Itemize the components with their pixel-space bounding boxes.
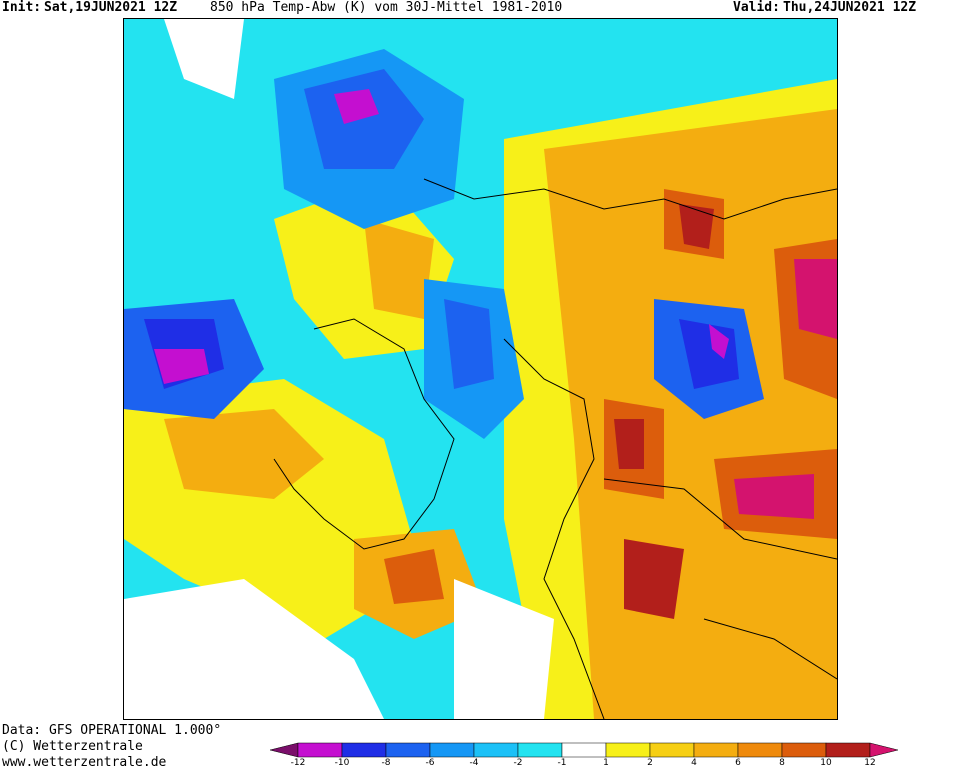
legend-tick-label: -8	[381, 758, 391, 768]
legend-tick-label: 1	[603, 758, 609, 768]
legend-swatch	[781, 742, 827, 758]
init-label: Init:	[2, 0, 42, 15]
temperature-anomaly-field	[124, 19, 837, 719]
legend-swatch	[341, 742, 387, 758]
legend-swatch	[473, 742, 519, 758]
legend-tick-label: -6	[425, 758, 435, 768]
init-datetime: Sat,19JUN2021 12Z	[44, 0, 178, 15]
website-link[interactable]: www.wetterzentrale.de	[2, 755, 167, 770]
anomaly-map	[123, 18, 838, 720]
legend-tick-label: 4	[691, 758, 697, 768]
legend-swatch	[649, 742, 695, 758]
legend-swatch	[385, 742, 431, 758]
legend-tick-label: -12	[290, 758, 306, 768]
legend-swatch	[605, 742, 651, 758]
legend-tick-label: 6	[735, 758, 741, 768]
legend-tick-label: -4	[469, 758, 479, 768]
legend-swatch-max	[869, 742, 899, 758]
legend-tick-label: 2	[647, 758, 653, 768]
data-source: Data: GFS OPERATIONAL 1.000°	[2, 723, 222, 738]
valid-datetime: Thu,24JUN2021 12Z	[783, 0, 917, 15]
legend-tick-label: 10	[820, 758, 832, 768]
legend-tick-label: -1	[557, 758, 567, 768]
copyright: (C) Wetterzentrale	[2, 739, 143, 754]
legend-swatch	[517, 742, 563, 758]
legend-tick-label: 8	[779, 758, 785, 768]
legend-swatch	[737, 742, 783, 758]
legend-tick-label: -2	[513, 758, 523, 768]
color-scale-bar	[269, 742, 899, 758]
legend-swatch	[429, 742, 475, 758]
legend-tick-label: -10	[334, 758, 350, 768]
color-scale-legend: -12 -10 -8 -6 -4 -2 -1 1 2 4 6 8 10 12	[269, 741, 956, 770]
valid-label: Valid:	[733, 0, 780, 15]
legend-tick-label: 12	[864, 758, 876, 768]
legend-swatch	[825, 742, 871, 758]
legend-swatch	[561, 742, 607, 758]
legend-swatch-min	[269, 742, 299, 758]
field-description: 850 hPa Temp-Abw (K) vom 30J-Mittel 1981…	[210, 0, 563, 15]
legend-swatch	[693, 742, 739, 758]
legend-swatch	[297, 742, 343, 758]
